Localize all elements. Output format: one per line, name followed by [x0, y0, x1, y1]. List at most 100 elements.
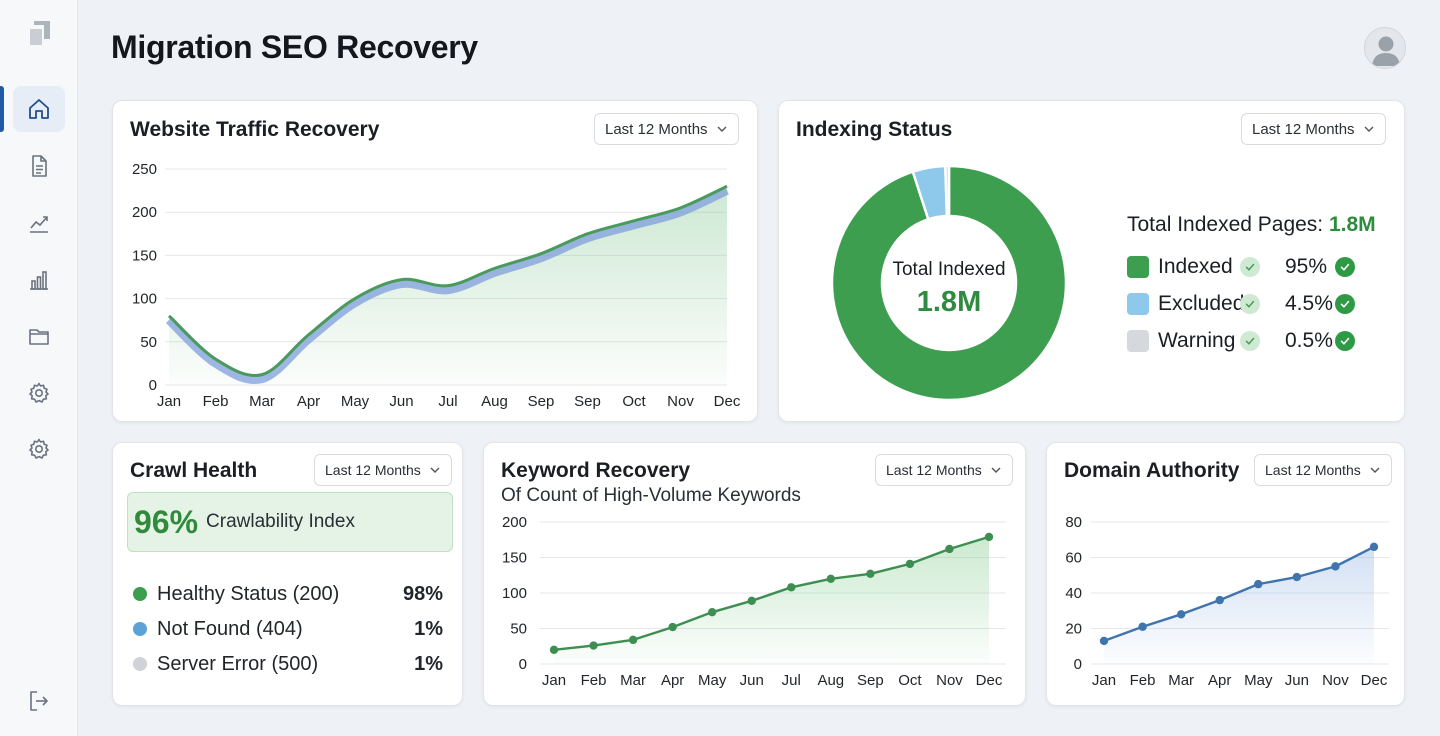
keywords-card: Keyword Recovery Of Count of High-Volume… — [483, 442, 1026, 706]
chevron-down-icon — [430, 467, 440, 473]
indexing-donut-chart: Total Indexed 1.8M — [830, 164, 1068, 402]
data-point — [1369, 542, 1379, 552]
sidebar-item-documents[interactable] — [13, 143, 65, 189]
donut-slice-warning — [944, 164, 951, 218]
x-tick-label: Sep — [528, 393, 555, 410]
home-icon — [29, 99, 49, 119]
crawl-status-value: 1% — [414, 617, 443, 640]
legend-item-excluded: Excluded 4.5% — [1127, 290, 1367, 318]
x-tick-label: Nov — [936, 672, 963, 689]
series-line — [167, 184, 728, 378]
avatar[interactable] — [1364, 27, 1406, 69]
x-tick-label: Feb — [1130, 672, 1156, 689]
x-tick-label: Nov — [1322, 672, 1349, 689]
trend-icon — [30, 216, 48, 233]
data-point — [1176, 610, 1186, 619]
y-tick-label: 60 — [1065, 550, 1082, 567]
crawl-status-row: Not Found (404) 1% — [133, 616, 443, 642]
sidebar-item-settings[interactable] — [13, 370, 65, 416]
sidebar-item-home[interactable] — [13, 86, 65, 132]
logout-button[interactable] — [13, 678, 65, 724]
check-icon — [1240, 294, 1260, 314]
x-tick-label: Apr — [297, 393, 320, 410]
x-tick-label: Jul — [438, 393, 457, 410]
y-tick-label: 0 — [149, 377, 157, 394]
data-point — [826, 574, 836, 583]
active-nav-indicator — [0, 86, 4, 132]
keywords-subtitle: Of Count of High-Volume Keywords — [501, 485, 801, 506]
authority-range-label: Last 12 Months — [1265, 462, 1361, 478]
status-dot — [133, 657, 147, 671]
total-indexed-value: 1.8M — [1328, 213, 1376, 236]
legend-item-indexed: Indexed 95% — [1127, 253, 1367, 281]
sidebar-item-trends[interactable] — [13, 200, 65, 246]
x-tick-label: Feb — [581, 672, 607, 689]
traffic-chart: 0 50 100 150 200 250 Jan Feb Mar Apr May Jun Jul Aug S… — [132, 161, 741, 410]
y-tick-label: 20 — [1065, 621, 1082, 638]
sidebar-item-preferences[interactable] — [13, 426, 65, 472]
legend-label: Indexed — [1158, 255, 1233, 278]
chevron-down-icon — [991, 467, 1001, 473]
data-point — [1331, 562, 1340, 571]
gear-icon — [29, 382, 49, 403]
series-line — [1103, 545, 1375, 643]
x-tick-label: Jan — [1092, 672, 1116, 689]
x-tick-label: Sep — [857, 672, 884, 689]
crawlability-index-value: 96% — [134, 503, 199, 540]
x-tick-label: Dec — [1361, 672, 1388, 689]
check-circle-icon — [1335, 257, 1355, 277]
y-tick-label: 150 — [132, 247, 157, 264]
x-tick-label: May — [698, 672, 727, 689]
legend-item-warning: Warning 0.5% — [1127, 327, 1367, 355]
authority-card: Domain Authority Last 12 Months 0 20 40 60 8… — [1046, 442, 1405, 706]
authority-range-dropdown[interactable]: Last 12 Months — [1254, 454, 1392, 486]
data-point — [628, 635, 638, 645]
user-avatar-icon — [1372, 36, 1400, 66]
authority-chart: 0 20 40 60 80 Jan Feb Mar Apr May Jun Nov Dec — [1065, 514, 1389, 689]
data-point — [1099, 636, 1109, 646]
data-point — [707, 607, 717, 617]
crawl-title: Crawl Health — [130, 459, 258, 482]
x-tick-label: Apr — [661, 672, 684, 689]
y-tick-label: 50 — [510, 621, 527, 638]
y-tick-label: 200 — [132, 204, 157, 221]
legend-value: 0.5% — [1285, 329, 1333, 352]
indexing-range-label: Last 12 Months — [1252, 120, 1355, 138]
traffic-range-dropdown[interactable]: Last 12 Months — [594, 113, 739, 145]
keywords-chart: 0 50 100 150 200 Jan Feb Mar Apr May Jun Jul Aug Sep O… — [502, 514, 1006, 689]
data-point — [984, 532, 994, 542]
data-point — [668, 622, 677, 632]
legend-value: 4.5% — [1285, 292, 1333, 315]
donut-center-label: Total Indexed — [892, 259, 1005, 280]
x-tick-label: Mar — [249, 393, 275, 410]
y-tick-label: 100 — [132, 291, 157, 308]
authority-title: Domain Authority — [1064, 459, 1240, 482]
check-icon — [1240, 331, 1260, 351]
crawl-status-row: Server Error (500) 1% — [133, 651, 443, 677]
status-dot — [133, 622, 147, 636]
chevron-down-icon — [1364, 126, 1374, 132]
document-icon — [32, 155, 47, 177]
x-tick-label: Mar — [1168, 672, 1194, 689]
x-tick-label: Oct — [622, 393, 646, 410]
data-point — [549, 645, 559, 654]
donut-slice-indexed — [830, 164, 1068, 402]
keywords-range-dropdown[interactable]: Last 12 Months — [875, 454, 1013, 486]
y-tick-label: 50 — [140, 334, 157, 351]
x-tick-label: May — [341, 393, 370, 410]
data-point — [747, 596, 756, 606]
x-tick-label: Jan — [157, 393, 181, 410]
crawl-range-dropdown[interactable]: Last 12 Months — [314, 454, 452, 486]
sidebar-item-files[interactable] — [13, 313, 65, 359]
x-tick-label: Jun — [1285, 672, 1309, 689]
sidebar-item-analytics[interactable] — [13, 257, 65, 303]
data-point — [787, 583, 796, 592]
x-tick-label: Mar — [620, 672, 646, 689]
crawl-card: Crawl Health Last 12 Months 96% Crawlabi… — [112, 442, 463, 706]
data-point — [945, 544, 954, 554]
keywords-title: Keyword Recovery — [501, 459, 691, 482]
indexing-range-dropdown[interactable]: Last 12 Months — [1241, 113, 1386, 145]
indexing-card: Indexing Status Last 12 Months Total Ind… — [778, 100, 1405, 422]
x-tick-label: Dec — [976, 672, 1003, 689]
data-point — [1138, 622, 1147, 631]
